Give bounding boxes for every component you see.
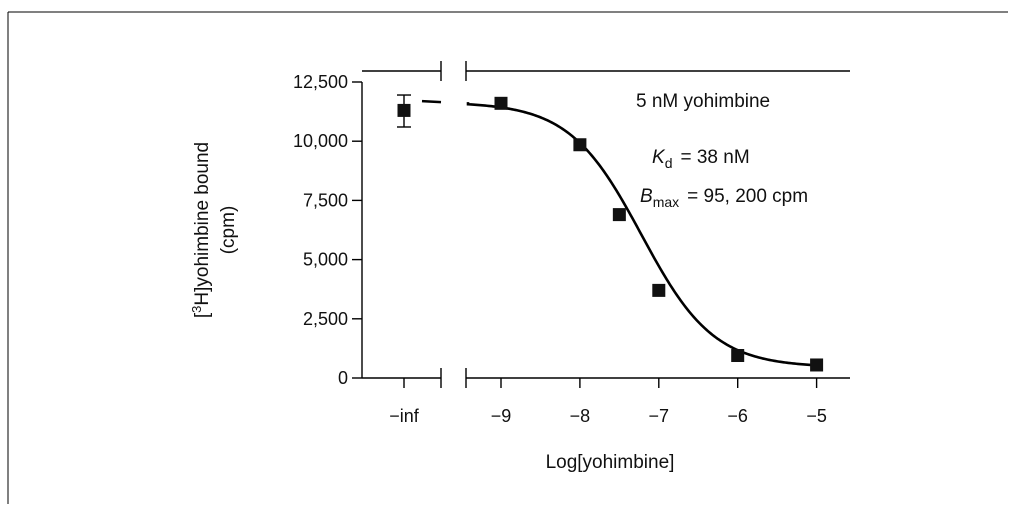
bmax-value: = 95, 200 cpm [687,186,808,207]
data-point [573,138,587,152]
axis-breaks [362,61,850,388]
data-point [731,349,745,363]
y-ticks: 0 2,500 5,000 7,500 10,000 12,500 [293,72,362,388]
y-tick-label: 12,500 [293,72,348,92]
x-ticks: −9 −8 −7 −6 −5 [403,378,827,426]
data-point-inf [397,103,411,117]
bmax-symbol: B [640,186,653,207]
x-axis-title: Log[yohimbine] [546,452,675,473]
y-tick-label: 0 [338,368,348,388]
bmax-subscript: max [653,194,679,210]
y-tick-label: 2,500 [303,309,348,329]
x-tick-label: −9 [491,406,512,426]
kd-symbol: K [652,147,666,168]
x-tick-label-inf: −inf [389,406,420,426]
y-axis-unit: (cpm) [218,206,239,255]
y-title-superscript: 3 [189,306,204,313]
y-title-rest: H]yohimbine bound [192,142,213,306]
inf-point [397,94,411,128]
y-axis-title: [3H]yohimbine bound [189,142,213,318]
y-tick-label: 7,500 [303,190,348,210]
annotation-concentration: 5 nM yohimbine [636,91,770,112]
x-tick-label: −6 [727,406,748,426]
y-title-prefix: [ [192,312,213,318]
y-tick-label: 5,000 [303,250,348,270]
x-tick-label: −5 [806,406,827,426]
fit-curve-left-segment [421,99,442,104]
kd-subscript: d [665,155,673,171]
x-tick-label: −7 [649,406,670,426]
y-tick-label: 10,000 [293,131,348,151]
data-points [494,96,824,372]
annotation-kd: Kd = 38 nM [652,147,750,171]
x-tick-label: −8 [570,406,591,426]
annotation-bmax: Bmax = 95, 200 cpm [640,186,808,210]
data-point [810,358,824,372]
data-point [612,208,626,222]
data-point [652,283,666,297]
data-point [494,96,508,110]
kd-value: = 38 nM [680,147,749,168]
fit-curve [466,102,816,367]
